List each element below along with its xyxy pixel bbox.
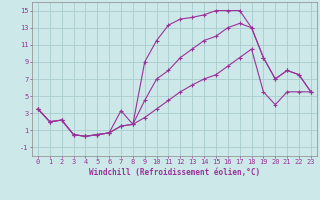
X-axis label: Windchill (Refroidissement éolien,°C): Windchill (Refroidissement éolien,°C) — [89, 168, 260, 177]
